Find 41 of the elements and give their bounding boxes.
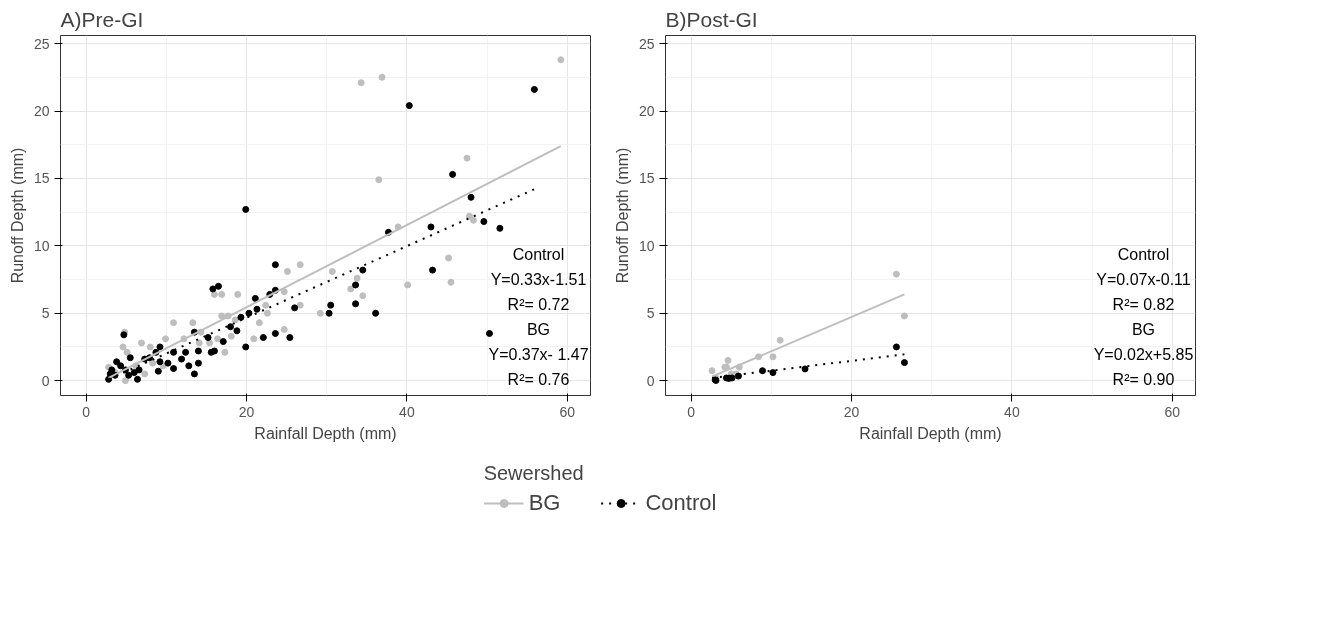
annotation: Control: [512, 245, 565, 263]
annotation: R²= 0.76: [507, 370, 570, 388]
x-tick-label: 60: [559, 403, 576, 420]
x-axis-title: Rainfall Depth (mm): [859, 424, 1002, 442]
chart-title: B)Post-GI: [665, 7, 758, 31]
y-tick-label: 10: [638, 237, 655, 254]
annotation: R²= 0.82: [1112, 295, 1175, 313]
x-tick-label: 0: [82, 403, 91, 420]
y-axis-title: Runoff Depth (mm): [613, 147, 631, 284]
x-tick-label: 40: [399, 403, 415, 420]
y-tick-label: 10: [33, 237, 50, 254]
x-tick-label: 20: [238, 403, 255, 420]
annotation: Y=0.37x- 1.47: [488, 345, 589, 363]
annotation: R²= 0.90: [1112, 370, 1175, 388]
x-tick-label: 60: [1164, 403, 1181, 420]
annotation: Y=0.07x-0.11: [1096, 270, 1191, 288]
y-tick-label: 20: [33, 103, 50, 120]
legend-label: BG: [528, 490, 561, 516]
annotation: Control: [1117, 245, 1170, 263]
annotation: Y=0.33x-1.51: [490, 270, 587, 288]
annotation: BG: [526, 320, 551, 338]
annotation: R²= 0.72: [507, 295, 570, 313]
x-tick-label: 0: [687, 403, 696, 420]
y-tick-label: 25: [33, 35, 50, 52]
y-tick-label: 15: [33, 170, 50, 187]
x-axis-title: Rainfall Depth (mm): [254, 424, 397, 442]
legend-label: Control: [645, 490, 717, 516]
y-axis-title: Runoff Depth (mm): [8, 147, 26, 284]
x-tick-label: 40: [1004, 403, 1020, 420]
y-tick-label: 15: [638, 170, 655, 187]
x-tick-label: 20: [843, 403, 860, 420]
annotation: Y=0.02x+5.85: [1093, 345, 1194, 363]
y-tick-label: 25: [638, 35, 655, 52]
y-tick-label: 0: [41, 372, 50, 389]
y-tick-label: 0: [646, 372, 655, 389]
y-tick-label: 5: [41, 305, 50, 322]
chart-title: A)Pre-GI: [60, 7, 144, 31]
y-tick-label: 20: [638, 103, 655, 120]
annotation: BG: [1131, 320, 1156, 338]
y-tick-label: 5: [646, 305, 655, 322]
legend-title: Sewershed: [483, 462, 585, 485]
